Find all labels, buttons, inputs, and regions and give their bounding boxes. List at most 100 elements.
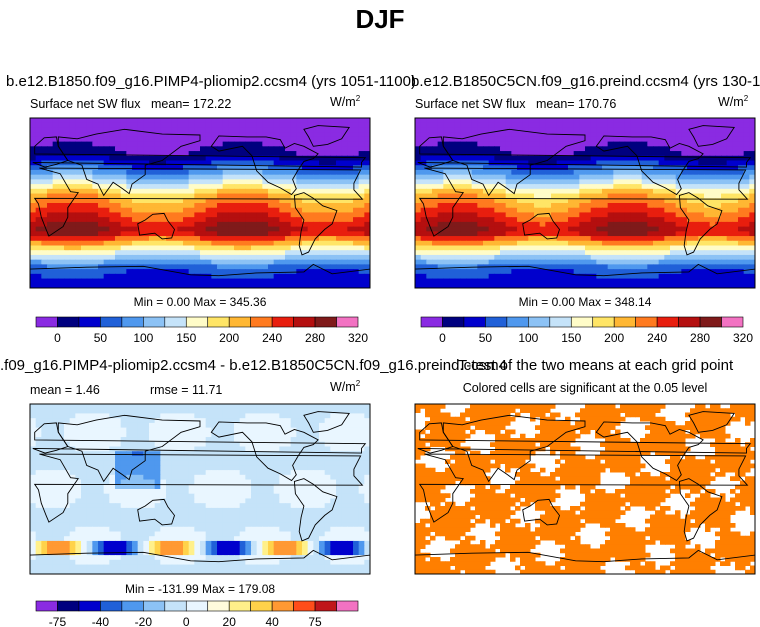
- panel-b-cell: [551, 278, 558, 284]
- panel-c-cell: [285, 451, 292, 457]
- panel-c-cell: [336, 408, 343, 415]
- panel-b-cell: [426, 155, 433, 162]
- panel-c-cell: [81, 441, 88, 448]
- panel-a-cell: [109, 278, 116, 284]
- panel-b-cell: [704, 160, 711, 166]
- panel-b-cell: [477, 259, 484, 265]
- panel-a-cell: [137, 273, 144, 280]
- panel-b-cell: [415, 146, 422, 152]
- panel-b-cell: [511, 155, 518, 162]
- panel-b-cell: [630, 155, 637, 162]
- panel-a-cell: [228, 118, 235, 124]
- panel-b-cell: [443, 118, 450, 124]
- panel-b-cell: [522, 184, 529, 190]
- panel-a-cell: [341, 283, 348, 288]
- panel-b-cell: [528, 118, 535, 124]
- panel-c-cell: [268, 422, 275, 429]
- panel-b-cell: [658, 169, 665, 176]
- panel-b-cell: [432, 273, 439, 280]
- panel-a-cell: [137, 226, 144, 232]
- panel-b-cell: [534, 250, 541, 256]
- panel-b-cell: [415, 169, 422, 176]
- panel-a-cell: [160, 184, 167, 190]
- panel-c-cell: [160, 404, 167, 410]
- panel-b-cell: [624, 198, 631, 204]
- panel-a-cell: [86, 212, 93, 218]
- panel-c-cell: [177, 432, 184, 438]
- panel-a-cell: [194, 179, 201, 185]
- panel-b-cell: [664, 160, 671, 166]
- panel-a-cell: [120, 283, 127, 288]
- panel-b-cell: [681, 254, 688, 261]
- panel-a-cell: [115, 245, 122, 251]
- panel-b-cell: [539, 193, 546, 199]
- panel-b-cell: [664, 245, 671, 251]
- panel-b-cell: [437, 259, 444, 265]
- panel-a-cell: [353, 231, 360, 237]
- panel-b-cell: [704, 264, 711, 270]
- panel-b-cell: [522, 240, 529, 247]
- panel-b-cell: [590, 136, 597, 143]
- panel-a-cell: [262, 273, 269, 280]
- panel-a-cell: [166, 207, 173, 214]
- panel-b-cell: [636, 212, 643, 218]
- panel-c-cell: [296, 418, 303, 424]
- panel-b-cell: [505, 193, 512, 199]
- panel-a-cell: [313, 141, 320, 147]
- panel-a-cell: [211, 141, 218, 147]
- panel-a-cell: [109, 236, 116, 242]
- panel-b-cell: [630, 240, 637, 247]
- panel-c-cell: [279, 404, 286, 410]
- panel-b-cell: [653, 132, 660, 138]
- panel-b-cell: [579, 269, 586, 275]
- panel-a-cell: [228, 283, 235, 288]
- panel-c-cell: [149, 441, 156, 448]
- panel-a-cell: [239, 155, 246, 162]
- panel-b-cell: [590, 273, 597, 280]
- panel-b-cell: [443, 212, 450, 218]
- panel-b-cell: [602, 269, 609, 275]
- panel-b-cell: [420, 273, 427, 280]
- panel-b-cell: [624, 207, 631, 214]
- panel-a-cell: [324, 193, 331, 199]
- panel-a-cell: [290, 273, 297, 280]
- panel-b-cell: [483, 236, 490, 242]
- panel-b-cell: [664, 165, 671, 171]
- panel-b-cell: [539, 283, 546, 288]
- panel-a-cell: [183, 188, 190, 195]
- panel-b-cell: [494, 236, 501, 242]
- panel-b-cell: [715, 259, 722, 265]
- panel-b-cell: [624, 155, 631, 162]
- panel-b-cell: [709, 151, 716, 157]
- panel-b-cell: [670, 217, 677, 223]
- panel-b-cell: [420, 264, 427, 270]
- panel-c-cell: [211, 437, 218, 443]
- panel-b-cell: [579, 165, 586, 171]
- panel-a-cell: [353, 122, 360, 129]
- panel-a-cell: [86, 240, 93, 247]
- panel-a-cell: [120, 127, 127, 133]
- panel-b-cell: [415, 254, 422, 261]
- panel-a-cell: [313, 155, 320, 162]
- panel-a-cell: [194, 259, 201, 265]
- panel-c-cell: [58, 418, 65, 424]
- panel-a-cell: [290, 122, 297, 129]
- panel-a-cell: [262, 240, 269, 247]
- panel-c-cell: [69, 413, 76, 419]
- panel-b-cell: [556, 240, 563, 247]
- panel-a-cell: [302, 174, 309, 180]
- panel-a-cell: [285, 146, 292, 152]
- panel-a-cell: [336, 118, 343, 124]
- panel-a-cell: [154, 283, 161, 288]
- panel-b-cell: [568, 254, 575, 261]
- panel-a-cell: [64, 245, 71, 251]
- panel-a-cell: [109, 273, 116, 280]
- panel-b-cell: [602, 217, 609, 223]
- panel-a-cell: [35, 245, 42, 251]
- panel-b-cell: [715, 264, 722, 270]
- panel-c-cell: [251, 418, 258, 424]
- panel-a-cell: [324, 207, 331, 214]
- panel-a-cell: [200, 273, 207, 280]
- panel-b-cell: [624, 212, 631, 218]
- panel-b-cell: [511, 136, 518, 143]
